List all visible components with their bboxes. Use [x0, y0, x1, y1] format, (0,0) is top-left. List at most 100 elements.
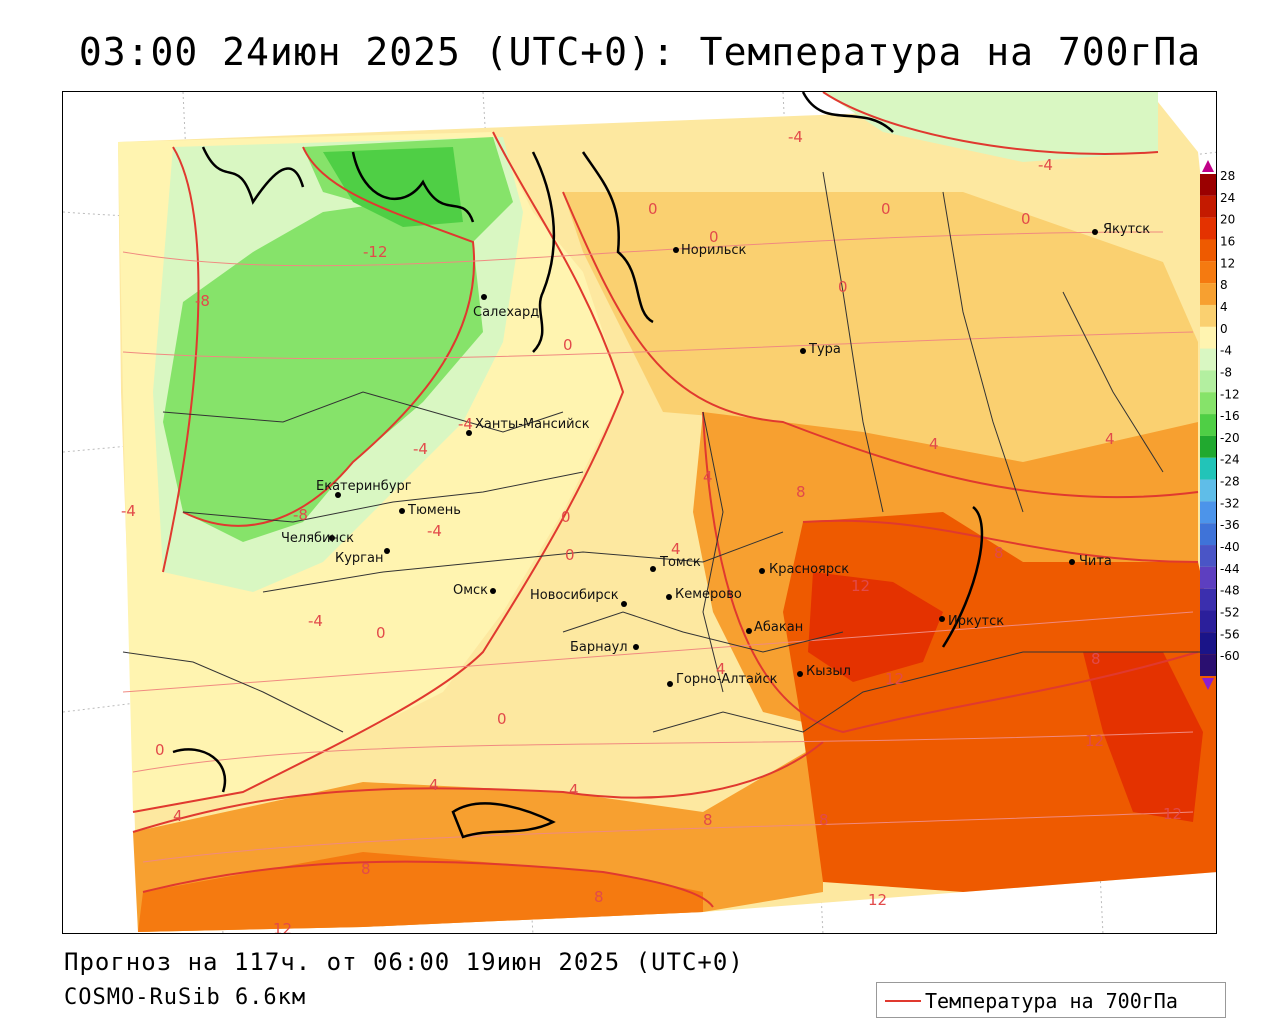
contour-label: 0 — [376, 624, 386, 642]
scale-cell — [1200, 261, 1216, 284]
svg-text:Красноярск: Красноярск — [769, 562, 849, 577]
contour-label: 8 — [594, 888, 604, 906]
city-barnaul: Барнаул — [570, 640, 639, 655]
svg-text:Салехард: Салехард — [473, 305, 539, 320]
scale-tick-label: -20 — [1220, 431, 1240, 445]
contour-label: 12 — [1085, 732, 1104, 750]
city-yakutsk: Якутск — [1092, 222, 1150, 237]
scale-cell — [1200, 414, 1216, 436]
svg-text:Иркутск: Иркутск — [948, 614, 1004, 629]
svg-text:Горно-Алтайск: Горно-Алтайск — [676, 672, 778, 687]
contour-label: 8 — [361, 860, 371, 878]
city-ekaterinburg: Екатеринбург — [316, 479, 412, 498]
scale-cell — [1200, 326, 1216, 349]
contour-label: 4 — [716, 660, 726, 678]
scale-tick-label: 4 — [1220, 300, 1228, 314]
city-omsk: Омск — [453, 583, 496, 598]
legend-label: Температура на 700гПа — [925, 989, 1178, 1013]
city-krasnoyarsk: Красноярск — [759, 562, 849, 577]
city-khanty-mansiysk: Ханты-Мансийск — [466, 417, 590, 436]
zone-4-8 — [563, 192, 1198, 512]
coastlines — [172, 92, 984, 839]
contour-label: 0 — [648, 200, 658, 218]
contour-label: 8 — [994, 544, 1004, 562]
scale-bottom-arrow — [1202, 678, 1214, 690]
contour-label: 0 — [563, 336, 573, 354]
scale-cells — [1200, 174, 1216, 676]
contour-label: 0 — [881, 200, 891, 218]
contour-label: -4 — [308, 612, 323, 630]
scale-top-arrow — [1202, 160, 1214, 172]
scale-cell — [1200, 523, 1216, 546]
scale-cell — [1200, 217, 1216, 240]
temperature-contours — [132, 92, 1199, 908]
contour-label: 0 — [561, 508, 571, 526]
scale-tick-label: 16 — [1220, 234, 1235, 248]
contour-label: 8 — [703, 811, 713, 829]
svg-text:Чита: Чита — [1079, 554, 1112, 569]
contour-label: 8 — [1091, 650, 1101, 668]
city-irkutsk: Иркутск — [939, 614, 1004, 629]
scale-cell — [1200, 610, 1216, 633]
scale-tick-label: -8 — [1220, 365, 1232, 379]
scale-cell — [1200, 545, 1216, 567]
svg-text:Барнаул: Барнаул — [570, 640, 628, 655]
svg-text:Челябинск: Челябинск — [281, 531, 354, 546]
scale-cell — [1200, 566, 1216, 589]
contour-label: -4 — [121, 502, 136, 520]
legend-line-sample — [885, 1000, 921, 1002]
city-markers: Якутск Норильск Салехард Тура Ханты-Манс… — [281, 222, 1150, 687]
scale-cell — [1200, 392, 1216, 415]
color-scale: 28 24 20 16 12 8 4 0 -4 -8 -12 -16 -20 -24 -28 -32 -36 -4… — [1200, 160, 1240, 690]
contour-label: -8 — [293, 506, 308, 524]
scale-tick-label: 8 — [1220, 278, 1228, 292]
contour-label: 4 — [929, 435, 939, 453]
svg-text:Абакан: Абакан — [754, 620, 803, 635]
scale-cell — [1200, 479, 1216, 502]
contour-label: 8 — [796, 483, 806, 501]
scale-tick-label: 20 — [1220, 213, 1235, 227]
city-salekhard: Салехард — [473, 294, 539, 320]
zone-minus4-north — [823, 92, 1158, 162]
svg-text:Тура: Тура — [808, 342, 841, 357]
contour-label: 4 — [671, 540, 681, 558]
scale-tick-label: 24 — [1220, 191, 1235, 205]
scale-cell — [1200, 654, 1216, 676]
svg-text:Ханты-Мансийск: Ханты-Мансийск — [475, 417, 590, 432]
scale-cell — [1200, 348, 1216, 371]
scale-cell — [1200, 195, 1216, 218]
scale-tick-label: -4 — [1220, 344, 1232, 358]
contour-label: 4 — [1105, 430, 1115, 448]
scale-tick-label: 0 — [1220, 322, 1228, 336]
scale-tick-label: -48 — [1220, 584, 1240, 598]
contour-label: -12 — [363, 243, 388, 261]
zone-12-16-core — [808, 572, 943, 682]
scale-cell — [1200, 283, 1216, 305]
admin-borders — [122, 171, 1203, 733]
contour-label: 0 — [1021, 210, 1031, 228]
zone-minus8 — [163, 202, 483, 542]
city-novosibirsk: Новосибирск — [530, 588, 627, 607]
city-gorno-altaysk: Горно-Алтайск — [667, 672, 778, 687]
map-title: 03:00 24июн 2025 (UTC+0): Температура на… — [78, 30, 1202, 74]
contour-label: 4 — [173, 807, 183, 825]
scale-tick-label: 28 — [1220, 169, 1235, 183]
svg-text:Норильск: Норильск — [681, 243, 747, 258]
city-chita: Чита — [1069, 554, 1112, 569]
scale-tick-label: -52 — [1220, 606, 1240, 620]
city-tyumen: Тюмень — [399, 503, 461, 518]
scale-tick-label: -16 — [1220, 409, 1240, 423]
svg-text:Екатеринбург: Екатеринбург — [316, 479, 412, 494]
contour-label: 12 — [868, 891, 887, 909]
city-norilsk: Норильск — [673, 243, 747, 258]
svg-text:Курган: Курган — [335, 551, 383, 566]
contour-labels: -4 -4 0 0 0 -12 -8 0 0 0 -4 -4 -4 -8 -4 … — [121, 128, 1182, 933]
scale-tick-label: -36 — [1220, 518, 1240, 532]
scale-cell — [1200, 457, 1216, 480]
contour-label: 4 — [703, 468, 713, 486]
scale-cell — [1200, 304, 1216, 327]
svg-text:Якутск: Якутск — [1103, 222, 1150, 237]
contour-label: 0 — [155, 741, 165, 759]
scale-tick-label: -24 — [1220, 453, 1240, 467]
contour-label: -4 — [413, 440, 428, 458]
